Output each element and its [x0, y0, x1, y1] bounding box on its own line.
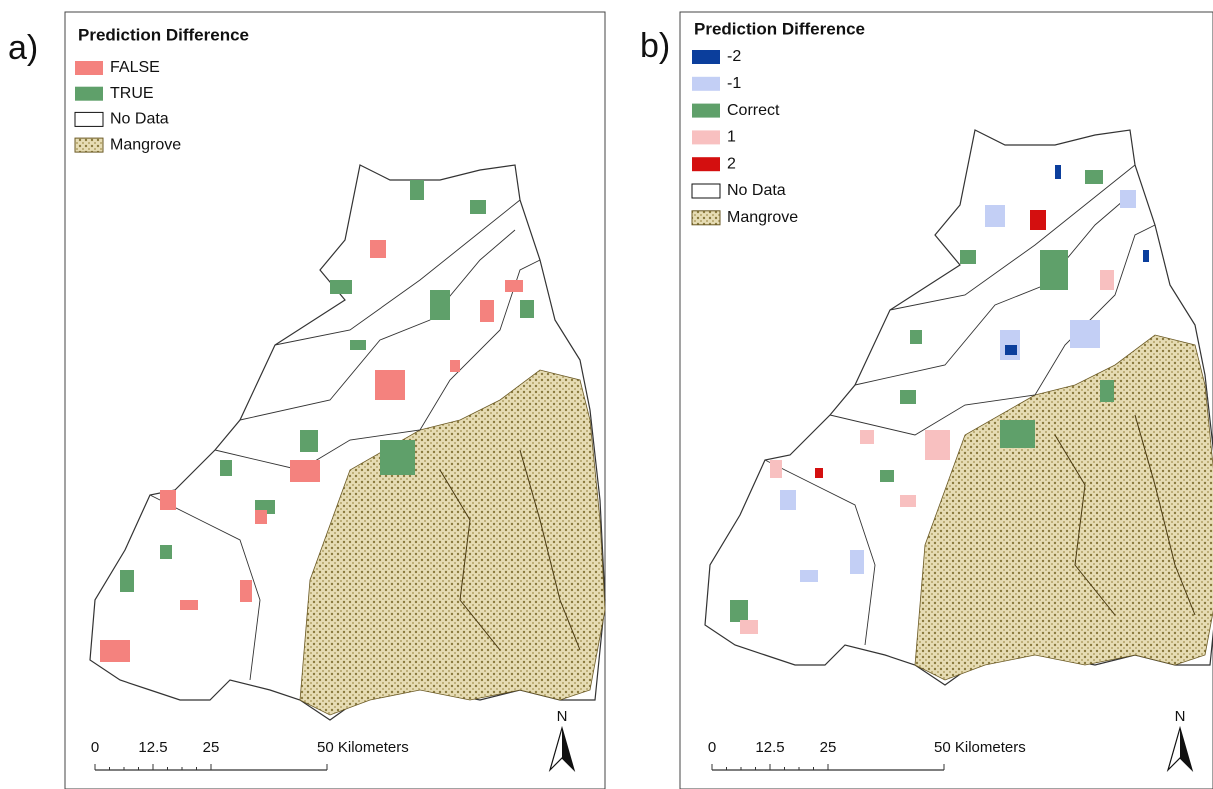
scale-label: 12.5 [138, 739, 167, 756]
map-a [90, 165, 605, 720]
legend-swatch [692, 104, 720, 118]
legend-swatch [75, 61, 103, 75]
legend-title: Prediction Difference [694, 19, 865, 38]
legend-swatch [75, 138, 103, 152]
legend-swatch [692, 157, 720, 171]
scale-label: 25 [203, 739, 220, 756]
north-label: N [1175, 708, 1186, 725]
legend-label: No Data [727, 182, 786, 199]
legend-label: Mangrove [727, 209, 798, 226]
panel-label: a) [8, 29, 38, 67]
figure: a) Prediction Difference FALSE TRUE No Data M… [0, 0, 1213, 789]
north-label: N [557, 708, 568, 725]
legend-swatch [692, 211, 720, 225]
legend-title: Prediction Difference [78, 25, 249, 44]
scale-label: 25 [820, 739, 837, 756]
legend-label: FALSE [110, 59, 160, 76]
scale-label: 50 Kilometers [317, 739, 409, 756]
scale-label: 0 [708, 739, 716, 756]
legend-swatch [692, 184, 720, 198]
legend-swatch [692, 77, 720, 91]
legend-label: Correct [727, 102, 780, 119]
legend-swatch [692, 130, 720, 144]
legend-label: No Data [110, 111, 169, 128]
legend-label: -1 [727, 75, 741, 92]
legend-label: Mangrove [110, 136, 181, 153]
legend-swatch [75, 112, 103, 126]
scale-label: 12.5 [755, 739, 784, 756]
scale-label: 0 [91, 739, 99, 756]
scale-label: 50 Kilometers [934, 739, 1026, 756]
panel-label: b) [640, 27, 670, 65]
legend-label: 1 [727, 129, 736, 146]
legend-swatch [75, 87, 103, 101]
legend-label: 2 [727, 155, 736, 172]
legend-label: -2 [727, 48, 741, 65]
legend-swatch [692, 50, 720, 64]
legend-label: TRUE [110, 85, 154, 102]
